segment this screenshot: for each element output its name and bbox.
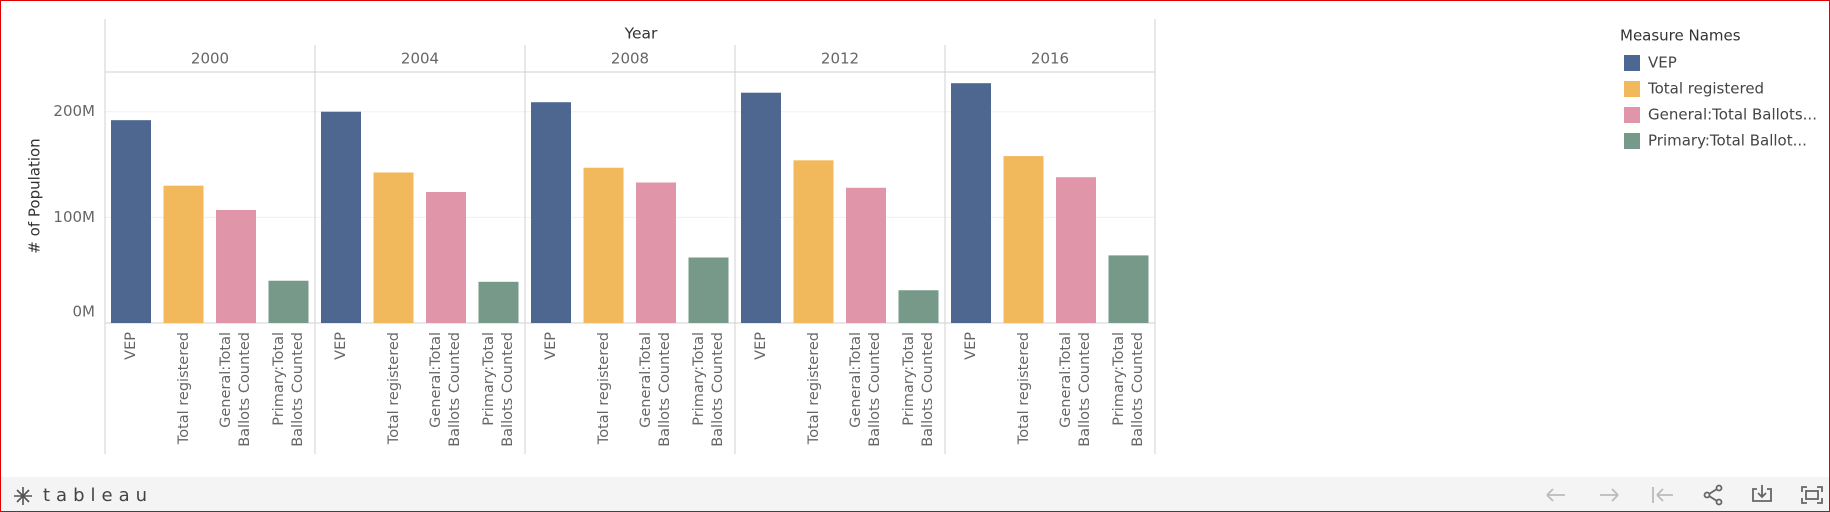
year-header: 2012 — [821, 50, 859, 68]
bar — [951, 83, 991, 323]
bar — [793, 160, 834, 323]
x-tick-label: Total registered — [595, 332, 611, 445]
download[interactable] — [1752, 485, 1772, 502]
x-tick-label: General:Total Ballots Counted — [848, 332, 883, 447]
year-header: 2004 — [401, 50, 439, 68]
x-tick-label: General:Total Ballots Counted — [428, 332, 463, 447]
share[interactable] — [1703, 484, 1723, 506]
bar — [583, 167, 624, 323]
bar — [478, 281, 519, 323]
revert[interactable] — [1652, 487, 1673, 503]
y-tick-label: 100M — [53, 208, 95, 226]
bar — [321, 111, 361, 323]
x-tick-label: VEP — [962, 332, 979, 360]
legend-title: Measure Names — [1620, 27, 1741, 45]
bar — [373, 172, 414, 323]
footer-logo: tableau — [14, 485, 153, 506]
bar — [216, 209, 256, 323]
bar — [688, 257, 729, 323]
y-tick-label: 200M — [53, 102, 95, 120]
undo[interactable] — [1546, 488, 1565, 502]
redo[interactable] — [1600, 488, 1619, 502]
x-tick-label: VEP — [752, 332, 769, 360]
x-tick-label: VEP — [542, 332, 559, 360]
bar — [531, 102, 571, 324]
x-tick-label: Total registered — [805, 332, 821, 445]
legend-swatch — [1624, 55, 1640, 71]
legend-label: General:Total Ballots... — [1648, 106, 1817, 124]
footer-bar — [1, 477, 1829, 511]
legend-swatch — [1624, 133, 1640, 149]
x-tick-label: Total registered — [175, 332, 191, 445]
bar — [111, 120, 151, 323]
legend-swatch — [1624, 107, 1640, 123]
legend-label: Primary:Total Ballot... — [1648, 132, 1807, 150]
year-header: 2000 — [191, 50, 229, 68]
x-axis-title: Year — [624, 25, 658, 43]
legend-swatch — [1624, 81, 1640, 97]
bar — [636, 182, 676, 323]
year-header: 2008 — [611, 50, 649, 68]
bar — [1003, 156, 1044, 323]
x-tick-label: Total registered — [1015, 332, 1031, 445]
bar — [741, 92, 781, 324]
toolbar[interactable] — [1546, 484, 1823, 506]
bar — [898, 290, 939, 323]
y-axis-title: # of Population — [26, 138, 44, 253]
bar — [163, 185, 204, 323]
logo-icon — [14, 487, 32, 505]
x-tick-label: Primary:Total Ballots Counted — [690, 332, 726, 447]
bar — [1056, 177, 1096, 323]
x-tick-label: General:Total Ballots Counted — [638, 332, 673, 447]
bar — [1108, 255, 1149, 323]
year-header: 2016 — [1031, 50, 1069, 68]
x-tick-label: VEP — [332, 332, 349, 360]
logo-text: tableau — [43, 485, 153, 506]
x-tick-label: Primary:Total Ballots Counted — [480, 332, 516, 447]
bar — [846, 187, 886, 323]
legend-label: VEP — [1648, 54, 1677, 72]
x-tick-label: Primary:Total Ballots Counted — [1110, 332, 1146, 447]
legend-label: Total registered — [1647, 80, 1764, 98]
bar — [426, 192, 466, 323]
fullscreen[interactable] — [1801, 486, 1823, 504]
x-tick-label: General:Total Ballots Counted — [1058, 332, 1093, 447]
x-tick-label: Primary:Total Ballots Counted — [900, 332, 936, 447]
x-tick-label: General:Total Ballots Counted — [218, 332, 253, 447]
x-tick-label: Primary:Total Ballots Counted — [270, 332, 306, 447]
bar — [268, 280, 309, 323]
y-tick-label: 0M — [73, 303, 96, 321]
x-tick-label: Total registered — [385, 332, 401, 445]
x-tick-label: VEP — [122, 332, 139, 360]
